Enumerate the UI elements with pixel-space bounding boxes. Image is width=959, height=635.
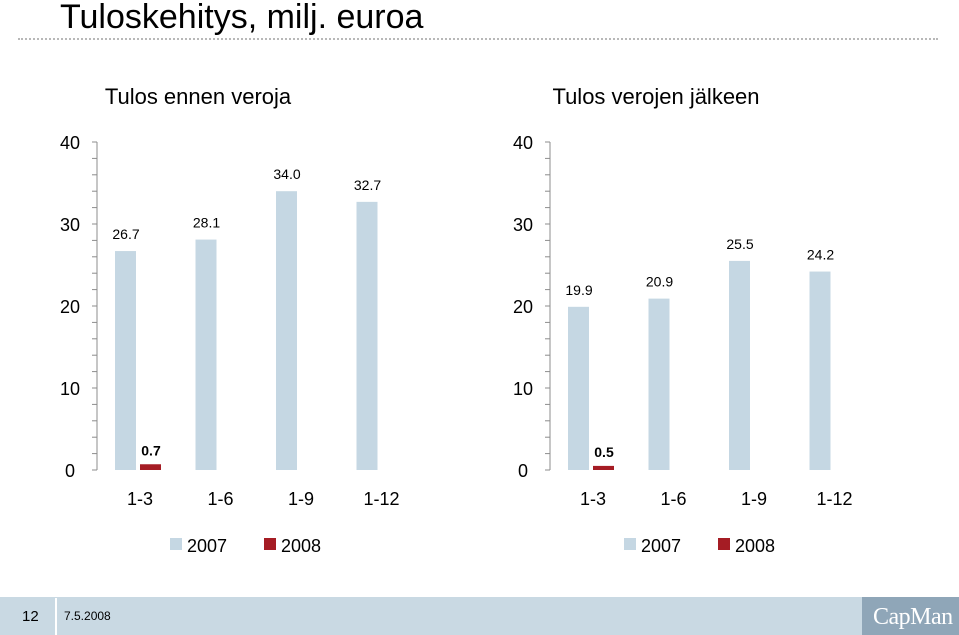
bar-2007	[648, 298, 670, 470]
x-tick-label: 1-9	[288, 489, 314, 509]
x-tick-label: 1-3	[127, 489, 153, 509]
footer-divider	[55, 598, 57, 635]
title-divider	[18, 38, 938, 40]
bar-2007	[568, 306, 589, 470]
data-label-2007: 24.2	[807, 247, 834, 263]
logo-text: CapMan	[873, 604, 953, 630]
data-label-2007: 32.7	[354, 177, 381, 193]
x-tick-label: 1-6	[207, 489, 233, 509]
y-tick-label: 40	[60, 133, 80, 153]
footer-bar	[0, 597, 959, 635]
legend-swatch-2007	[624, 538, 636, 550]
data-label-2008: 0.7	[141, 442, 161, 458]
x-tick-label: 1-12	[363, 489, 399, 509]
x-tick-label: 1-6	[660, 489, 686, 509]
bar-2007	[809, 271, 831, 470]
bar-2007	[356, 201, 378, 471]
y-tick-label: 30	[513, 215, 533, 235]
x-tick-label: 1-9	[741, 489, 767, 509]
data-label-2007: 20.9	[646, 274, 673, 290]
footer-date: 7.5.2008	[64, 609, 111, 623]
bar-2008	[140, 464, 161, 470]
bar-2008	[593, 465, 614, 470]
x-tick-label: 1-3	[580, 489, 606, 509]
y-tick-label: 30	[60, 215, 80, 235]
bar-2007	[729, 260, 750, 470]
data-label-2007: 19.9	[565, 282, 592, 298]
y-tick-label: 10	[60, 379, 80, 399]
legend-label-2008: 2008	[281, 536, 321, 556]
page-title: Tuloskehitys, milj. euroa	[60, 0, 424, 36]
y-tick-label: 20	[60, 297, 80, 317]
bar-2007	[276, 191, 297, 470]
bar-2007	[195, 239, 217, 470]
legend-swatch-2008	[718, 538, 730, 550]
chart-title: Tulos verojen jälkeen	[552, 84, 759, 109]
legend-label-2007: 2007	[641, 536, 681, 556]
page-number: 12	[22, 608, 39, 625]
data-label-2007: 34.0	[273, 166, 300, 182]
legend-swatch-2007	[170, 538, 182, 550]
x-tick-label: 1-12	[816, 489, 852, 509]
y-tick-label: 10	[513, 379, 533, 399]
y-tick-label: 40	[513, 133, 533, 153]
data-label-2007: 28.1	[193, 215, 220, 231]
capman-logo	[862, 597, 959, 635]
data-label-2007: 25.5	[726, 236, 753, 252]
y-tick-label: 0	[518, 461, 528, 481]
legend-label-2007: 2007	[187, 536, 227, 556]
chart-title: Tulos ennen veroja	[105, 84, 292, 109]
y-tick-label: 0	[65, 461, 75, 481]
data-label-2007: 26.7	[112, 226, 139, 242]
bar-2007	[115, 251, 136, 470]
y-tick-label: 20	[513, 297, 533, 317]
legend-swatch-2008	[264, 538, 276, 550]
charts-canvas: Tulos ennen veroja 0 10 20 30 40 26.7 0.7 1-3 28.…	[60, 84, 853, 556]
legend-label-2008: 2008	[735, 536, 775, 556]
data-label-2008: 0.5	[594, 444, 614, 460]
